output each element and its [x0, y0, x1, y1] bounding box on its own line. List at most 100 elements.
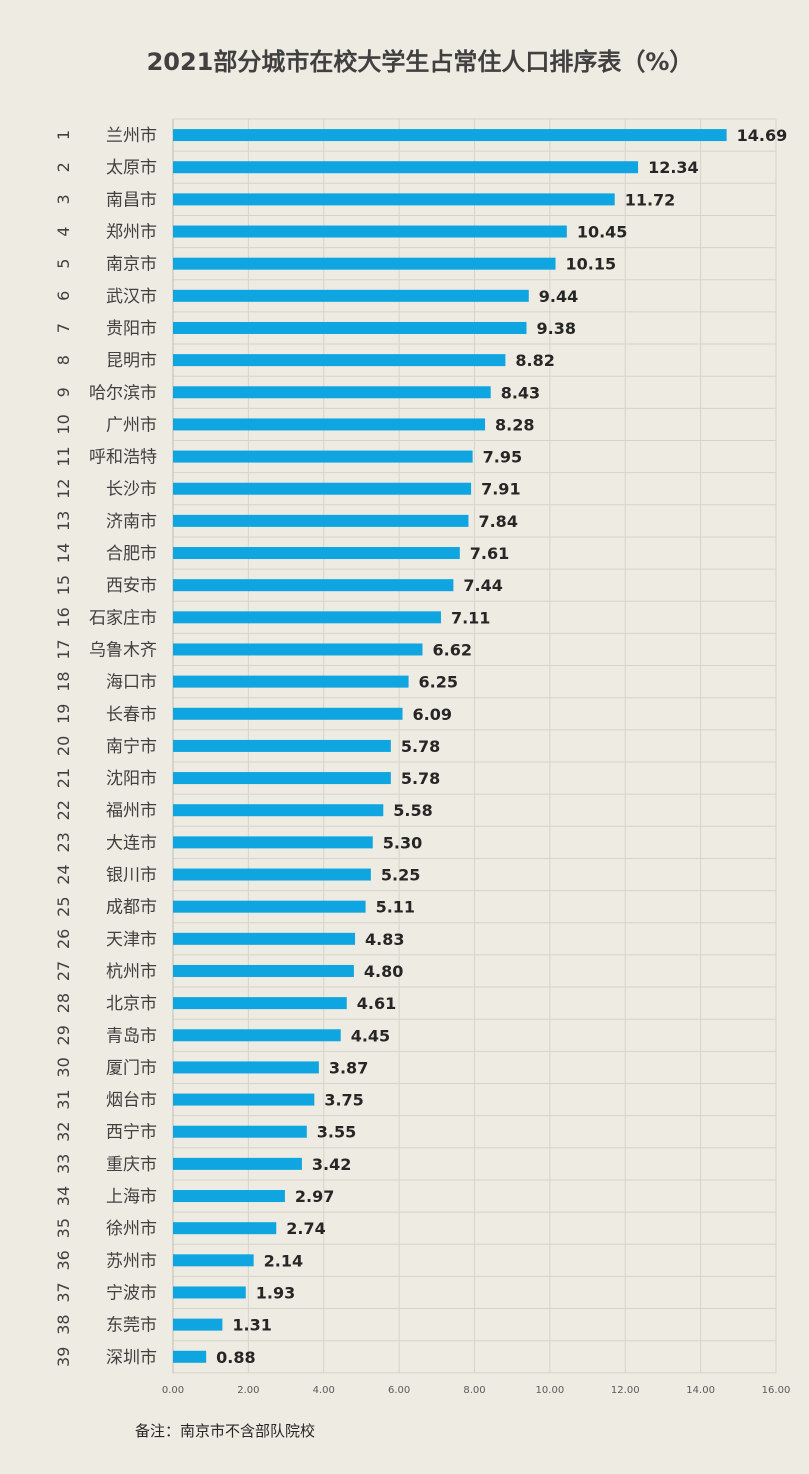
- data-label: 10.15: [566, 255, 617, 274]
- chart-note: 备注：南京市不含部队院校: [135, 1422, 315, 1440]
- data-label: 9.38: [537, 319, 576, 338]
- rank-label: 3: [54, 194, 73, 204]
- category-label: 郑州市: [106, 223, 157, 243]
- x-tick-label: 14.00: [686, 1385, 715, 1396]
- category-labels: 兰州市 1 太原市 2 南昌市 3 郑州市 4 南京市 5 武汉市 6 贵阳市 7 昆明市 8 哈尔滨市 9 广州市…: [54, 126, 157, 1368]
- rank-label: 27: [54, 961, 73, 981]
- data-label: 2.14: [264, 1251, 303, 1270]
- bar: [173, 1125, 307, 1138]
- rank-label: 14: [54, 543, 73, 563]
- data-label: 4.80: [364, 962, 403, 981]
- data-label: 3.75: [324, 1091, 363, 1110]
- data-label: 7.11: [451, 608, 490, 627]
- rank-label: 33: [54, 1154, 73, 1174]
- category-label: 青岛市: [106, 1026, 157, 1046]
- data-label: 5.78: [401, 769, 440, 788]
- category-label: 济南市: [106, 512, 157, 532]
- rank-label: 29: [54, 1025, 73, 1045]
- bar: [173, 739, 391, 752]
- rank-label: 5: [54, 259, 73, 269]
- x-tick-label: 10.00: [536, 1385, 565, 1396]
- x-tick-label: 8.00: [463, 1385, 485, 1396]
- bar: [173, 289, 529, 302]
- rank-label: 25: [54, 896, 73, 916]
- data-label: 14.69: [737, 126, 788, 145]
- category-label: 上海市: [106, 1187, 157, 1207]
- data-label: 4.83: [365, 930, 404, 949]
- category-label: 天津市: [106, 930, 157, 950]
- x-tick-label: 6.00: [388, 1385, 410, 1396]
- data-label: 7.95: [483, 448, 522, 467]
- bar: [173, 129, 727, 142]
- category-label: 徐州市: [106, 1219, 157, 1239]
- data-label: 5.58: [393, 801, 432, 820]
- category-label: 昆明市: [106, 351, 157, 371]
- rank-label: 28: [54, 993, 73, 1013]
- bar: [173, 804, 384, 817]
- bar: [173, 1157, 302, 1170]
- data-label: 3.87: [329, 1058, 368, 1077]
- data-label: 4.61: [357, 994, 396, 1013]
- category-label: 乌鲁木齐: [89, 640, 157, 660]
- category-label: 福州市: [106, 801, 157, 821]
- rank-label: 34: [54, 1186, 73, 1206]
- rank-label: 4: [54, 226, 73, 236]
- rank-label: 8: [54, 355, 73, 365]
- category-label: 武汉市: [106, 287, 157, 307]
- bar: [173, 225, 567, 238]
- bar: [173, 900, 366, 913]
- data-label: 6.62: [432, 640, 471, 659]
- rank-label: 12: [54, 479, 73, 499]
- data-label: 7.91: [481, 480, 520, 499]
- bar: [173, 257, 556, 270]
- rank-label: 26: [54, 929, 73, 949]
- x-tick-label: 2.00: [237, 1385, 259, 1396]
- rank-label: 7: [54, 323, 73, 333]
- category-label: 杭州市: [106, 962, 157, 982]
- x-tick-label: 4.00: [313, 1385, 335, 1396]
- bar: [173, 418, 486, 431]
- category-label: 烟台市: [106, 1091, 157, 1111]
- category-label: 兰州市: [106, 126, 157, 146]
- data-label: 7.84: [478, 512, 517, 531]
- bar: [173, 932, 356, 945]
- data-label: 1.31: [232, 1316, 271, 1335]
- category-label: 重庆市: [106, 1155, 157, 1175]
- data-label: 3.55: [317, 1123, 356, 1142]
- data-label: 7.44: [463, 576, 502, 595]
- bar: [173, 643, 423, 656]
- data-label: 6.25: [419, 673, 458, 692]
- rank-label: 15: [54, 575, 73, 595]
- rank-label: 1: [54, 130, 73, 140]
- data-label: 10.45: [577, 223, 628, 242]
- rank-label: 10: [54, 414, 73, 434]
- data-label: 9.44: [539, 287, 578, 306]
- category-label: 沈阳市: [106, 769, 157, 789]
- category-label: 成都市: [106, 898, 157, 918]
- data-label: 4.45: [351, 1026, 390, 1045]
- category-label: 海口市: [106, 673, 157, 693]
- x-tick-label: 0.00: [162, 1385, 184, 1396]
- chart-title: 2021部分城市在校大学生占常住人口排序表（%）: [147, 48, 694, 76]
- bar: [173, 161, 639, 174]
- bar: [173, 1061, 319, 1074]
- bar: [173, 707, 403, 720]
- x-tick-label: 16.00: [762, 1385, 791, 1396]
- category-label: 深圳市: [106, 1348, 157, 1368]
- category-label: 银川市: [106, 866, 157, 886]
- bars: 14.69 12.34 11.72 10.45 10.15 9.44 9.38 8.82 8.4…: [173, 126, 787, 1367]
- data-label: 7.61: [470, 544, 509, 563]
- rank-label: 24: [54, 864, 73, 884]
- data-label: 8.43: [501, 383, 540, 402]
- category-label: 呼和浩特: [89, 448, 157, 468]
- bar: [173, 1093, 315, 1106]
- rank-label: 32: [54, 1122, 73, 1142]
- rank-label: 22: [54, 800, 73, 820]
- rank-label: 39: [54, 1347, 73, 1367]
- bar: [173, 868, 371, 881]
- bar: [173, 1029, 341, 1042]
- bar: [173, 450, 473, 463]
- bar: [173, 836, 373, 849]
- rank-label: 35: [54, 1218, 73, 1238]
